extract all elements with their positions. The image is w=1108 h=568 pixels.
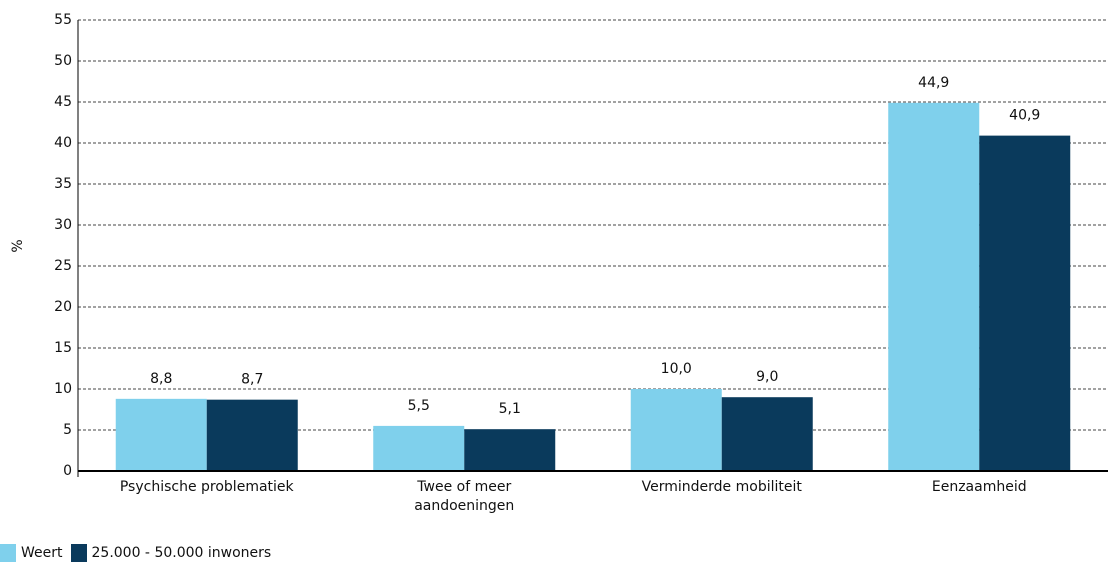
data-label: 8,7 <box>241 372 263 388</box>
data-label: 5,5 <box>408 398 430 414</box>
y-tick-label: 25 <box>54 258 72 274</box>
bar <box>888 102 980 471</box>
y-tick-label: 15 <box>54 340 72 356</box>
legend-label: 25.000 - 50.000 inwoners <box>91 545 272 561</box>
y-tick-label: 50 <box>54 53 72 69</box>
bar <box>721 397 813 471</box>
y-tick-label: 45 <box>54 94 72 110</box>
legend-swatch <box>0 544 16 562</box>
legend-label: Weert <box>21 545 63 561</box>
bar <box>373 425 465 471</box>
y-tick-label: 40 <box>54 135 72 151</box>
x-tick-label: Verminderde mobiliteit <box>641 479 802 495</box>
legend-item: 25.000 - 50.000 inwoners <box>70 544 272 562</box>
data-label: 40,9 <box>1009 108 1040 124</box>
y-tick-label: 0 <box>63 463 72 479</box>
data-label: 5,1 <box>499 401 521 417</box>
data-label: 9,0 <box>756 369 778 385</box>
y-tick-label: 35 <box>54 176 72 192</box>
y-tick-label: 30 <box>54 217 72 233</box>
data-label: 10,0 <box>661 361 692 377</box>
data-label: 44,9 <box>918 75 949 91</box>
data-label: 8,8 <box>150 371 172 387</box>
legend-swatch <box>70 544 87 562</box>
bar <box>979 135 1071 471</box>
y-tick-label: 20 <box>54 299 72 315</box>
x-tick-label: Twee of meer aandoeningen <box>414 479 515 514</box>
y-tick-label: 5 <box>63 422 72 438</box>
y-axis-label: % <box>10 239 26 252</box>
legend: Weert 25.000 - 50.000 inwoners <box>0 544 279 562</box>
y-tick-label: 55 <box>54 12 72 28</box>
bar <box>115 398 207 471</box>
x-tick-label: Psychische problematiek <box>119 479 294 495</box>
bar <box>630 389 722 471</box>
bar <box>206 399 298 471</box>
bar <box>464 429 556 471</box>
y-tick-label: 10 <box>54 381 72 397</box>
x-tick-label: Eenzaamheid <box>931 479 1027 495</box>
legend-item: Weert <box>0 544 63 562</box>
